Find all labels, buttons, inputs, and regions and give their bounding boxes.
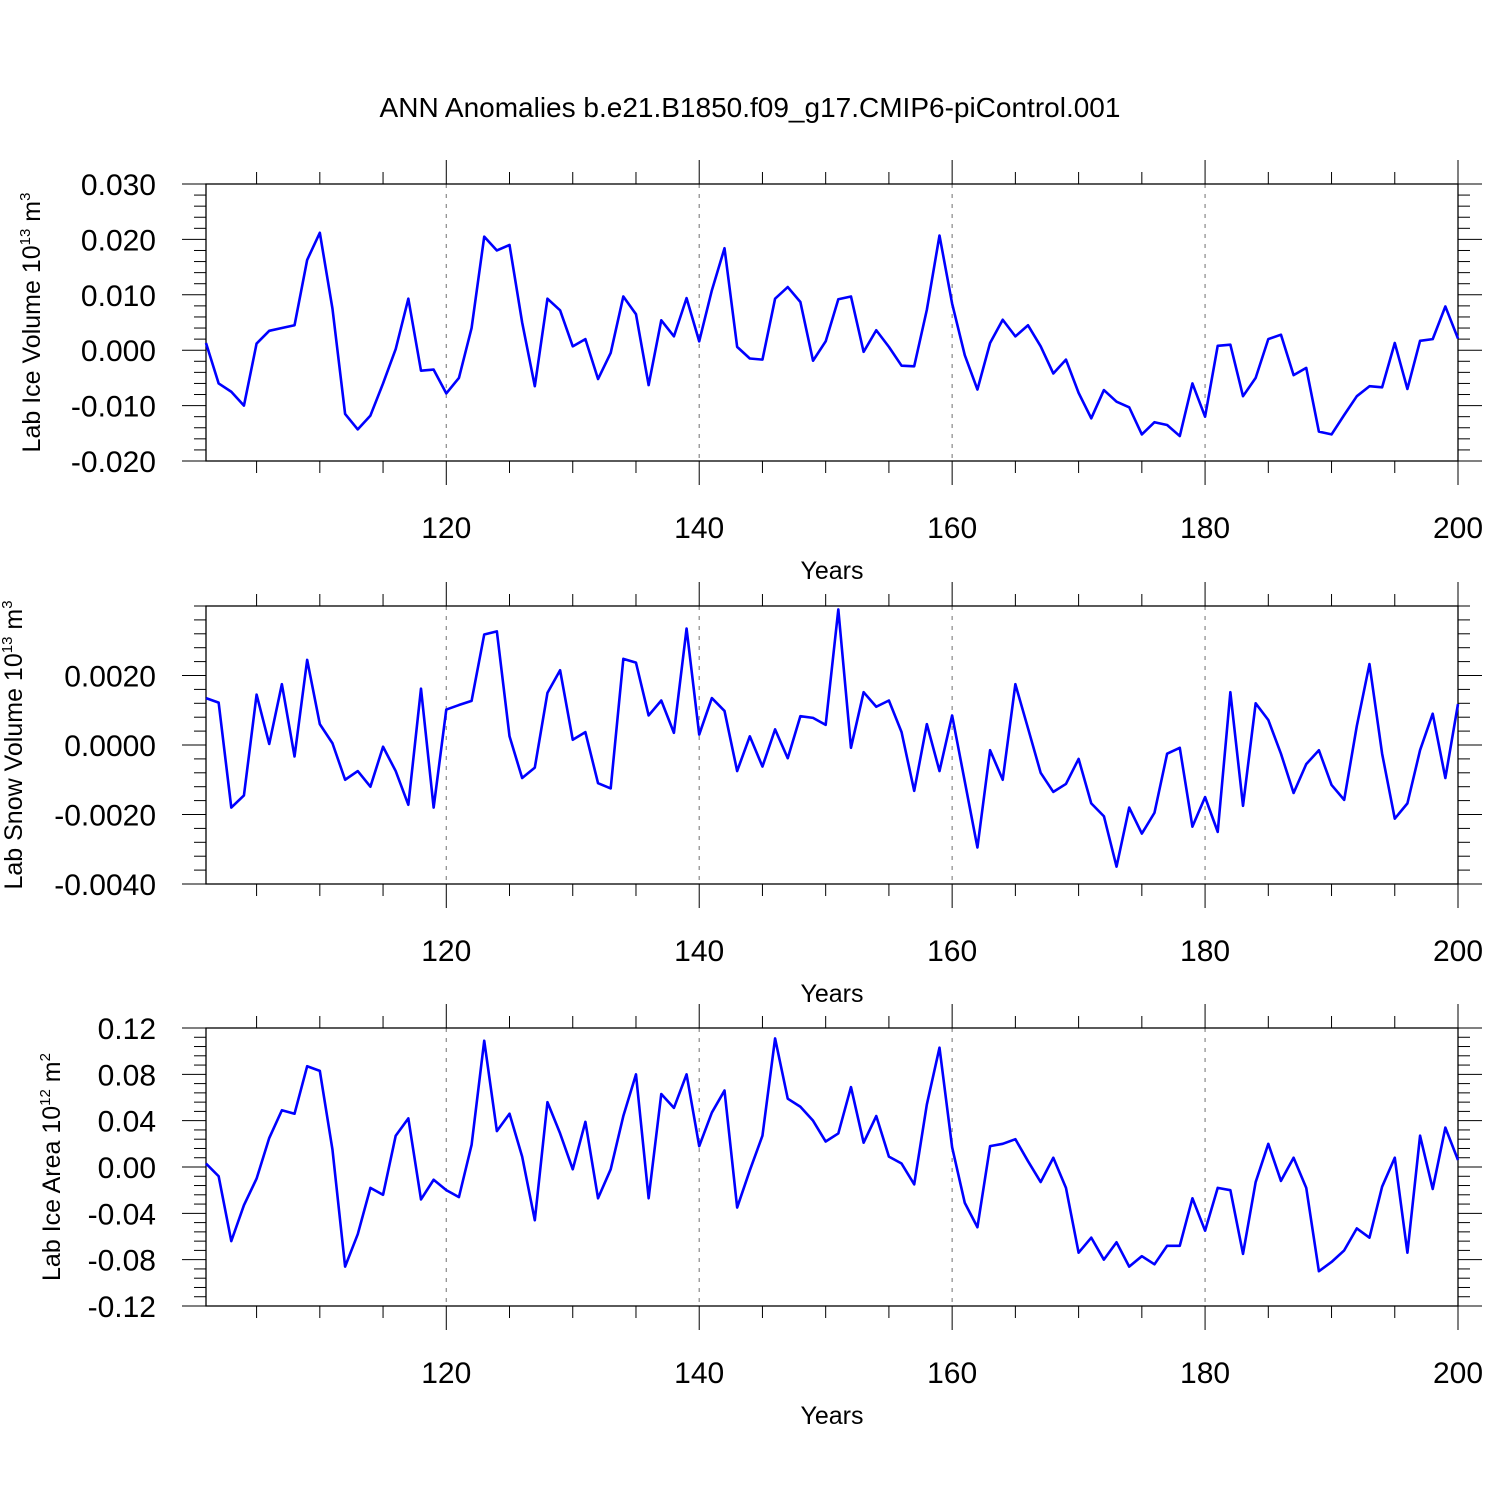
plot-frame (205, 605, 1459, 885)
y-tick-label: 0.030 (81, 169, 156, 202)
y-tick-label: 0.12 (98, 1013, 156, 1046)
x-tick-label: 180 (1180, 512, 1230, 545)
y-tick-label: -0.020 (71, 446, 156, 479)
y-tick-label: -0.08 (88, 1245, 156, 1278)
plot-frame (205, 1027, 1459, 1307)
x-tick-label: 160 (927, 935, 977, 968)
y-axis-title: Lab Snow Volume 1013 m3 (0, 600, 28, 889)
y-tick-label: 0.0000 (64, 730, 156, 763)
x-tick-label: 140 (674, 512, 724, 545)
y-tick-label: -0.04 (88, 1198, 156, 1231)
x-tick-label: 140 (674, 935, 724, 968)
x-tick-label: 180 (1180, 1357, 1230, 1390)
x-tick-label: 160 (927, 512, 977, 545)
x-tick-label: 200 (1433, 1357, 1483, 1390)
y-tick-label: 0.08 (98, 1059, 156, 1092)
x-axis-title: Years (800, 557, 863, 585)
chart-title: ANN Anomalies b.e21.B1850.f09_g17.CMIP6-… (379, 92, 1121, 123)
x-tick-label: 180 (1180, 935, 1230, 968)
y-axis-title: Lab Ice Volume 1013 m3 (17, 193, 46, 453)
y-tick-label: -0.0040 (54, 869, 156, 902)
y-tick-label: -0.010 (71, 391, 156, 424)
y-tick-label: -0.12 (88, 1291, 156, 1324)
panel-1: -0.020 -0.010 0.000 0.010 0.020 0.030 120 140 16… (17, 160, 1483, 585)
y-tick-label: 0.020 (81, 224, 156, 257)
series-line (205, 1037, 1460, 1273)
panel-2: -0.0040 -0.0020 0.0000 0.0020 120 140 160 180 20… (0, 582, 1483, 1008)
x-axis-title: Years (800, 1402, 863, 1430)
x-tick-label: 120 (421, 1357, 471, 1390)
series-line (205, 608, 1460, 868)
x-tick-label: 200 (1433, 512, 1483, 545)
x-tick-label: 140 (674, 1357, 724, 1390)
x-tick-label: 200 (1433, 935, 1483, 968)
y-tick-label: 0.0020 (64, 661, 156, 694)
y-axis-title: Lab Ice Area 1012 m2 (37, 1053, 66, 1281)
y-tick-label: 0.000 (81, 335, 156, 368)
y-tick-label: -0.0020 (54, 800, 156, 833)
x-tick-label: 160 (927, 1357, 977, 1390)
series-line (204, 231, 1460, 438)
x-tick-label: 120 (421, 935, 471, 968)
y-tick-label: 0.04 (98, 1106, 156, 1139)
plot-frame (205, 183, 1459, 462)
panel-3: -0.12 -0.08 -0.04 0.00 0.04 0.08 0.12 120 140 160… (37, 1004, 1483, 1430)
x-tick-label: 120 (421, 512, 471, 545)
y-tick-label: 0.00 (98, 1152, 156, 1185)
x-axis-title: Years (800, 980, 863, 1008)
y-tick-label: 0.010 (81, 280, 156, 313)
